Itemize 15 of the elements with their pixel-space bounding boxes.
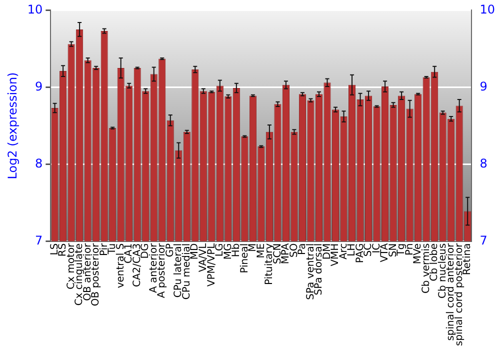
y-axis-title: Log2 (expression) <box>5 72 20 180</box>
y2-tick-label: 9 <box>480 79 488 94</box>
x-tick-label: Tg <box>396 243 408 257</box>
x-tick-label: OB posterior <box>90 242 102 306</box>
y2-tick-label: 8 <box>480 156 488 170</box>
x-tick-label: ME <box>256 243 267 258</box>
x-tick-label: Retina <box>462 243 474 276</box>
y-tick-label: 7 <box>35 233 43 248</box>
x-tick-label: A posterior <box>156 242 168 298</box>
y-tick-label: 9 <box>35 79 43 94</box>
x-tick-label: Pituitary <box>264 243 276 286</box>
y-tick-label: 8 <box>35 156 43 170</box>
y2-tick-label: 7 <box>480 233 488 248</box>
y-tick-label: 10 <box>27 2 43 16</box>
y2-tick-label: 10 <box>480 2 496 16</box>
